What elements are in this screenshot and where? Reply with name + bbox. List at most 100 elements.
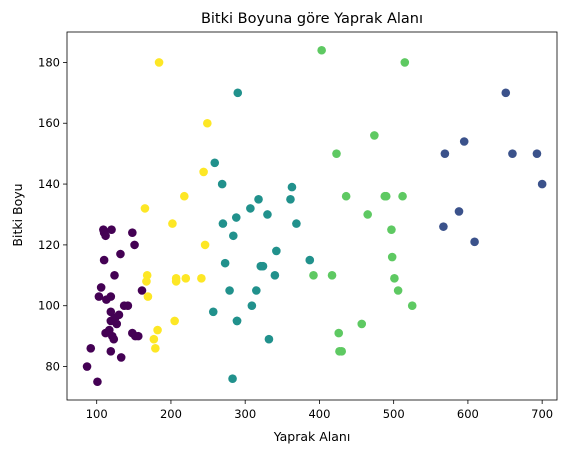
data-point [170, 316, 179, 326]
data-point [197, 274, 206, 283]
x-tick-label: 400 [308, 407, 330, 421]
data-point [128, 228, 137, 238]
data-point [130, 240, 139, 250]
data-point [263, 210, 272, 219]
data-point [210, 158, 220, 168]
data-point [208, 307, 218, 317]
x-tick-label: 200 [160, 407, 182, 421]
data-point [357, 319, 367, 329]
x-tick-label: 300 [234, 407, 256, 421]
data-point [393, 286, 403, 295]
data-point [143, 292, 153, 301]
data-point [82, 362, 92, 371]
data-point [96, 283, 106, 292]
data-point [537, 179, 547, 189]
data-point [286, 194, 295, 204]
data-point [334, 328, 344, 338]
y-tick-label: 180 [38, 55, 60, 69]
data-point [93, 377, 102, 387]
x-tick-label: 500 [383, 407, 405, 421]
data-point [232, 316, 242, 326]
data-point [532, 149, 542, 158]
data-point [133, 331, 143, 341]
data-point [247, 301, 257, 311]
data-point [137, 286, 147, 295]
data-point [86, 343, 96, 353]
data-point [154, 58, 164, 67]
data-points [82, 45, 547, 387]
data-point [400, 58, 410, 67]
data-point [203, 118, 212, 128]
data-point [229, 231, 238, 241]
data-point [390, 274, 399, 283]
data-point [407, 301, 417, 311]
data-point [200, 240, 210, 250]
data-point [94, 292, 104, 301]
axis-ticks: 100 200 300 400 500 600 700 80 100 120 140 160 180 [38, 55, 553, 421]
data-point [327, 271, 337, 280]
data-point [501, 88, 511, 98]
data-point [110, 271, 119, 280]
data-point [116, 353, 126, 362]
data-point [123, 301, 133, 311]
data-point [387, 225, 396, 234]
data-point [309, 271, 318, 280]
plot-frame [66, 31, 558, 401]
data-point [149, 334, 159, 344]
x-tick-label: 600 [457, 407, 479, 421]
data-point [231, 213, 241, 222]
y-tick-label: 120 [38, 238, 60, 252]
data-point [305, 255, 315, 265]
data-point [440, 149, 450, 158]
data-point [153, 325, 162, 335]
data-point [317, 45, 326, 55]
data-point [225, 286, 234, 295]
data-point [181, 274, 191, 283]
data-point [381, 191, 391, 201]
data-point [142, 271, 152, 280]
x-tick-label: 100 [86, 407, 108, 421]
data-point [439, 222, 448, 231]
y-axis-label: Bitki Boyu [10, 183, 25, 246]
data-point [459, 137, 469, 146]
data-point [287, 182, 297, 192]
y-tick-label: 160 [38, 116, 60, 130]
data-point [106, 347, 116, 356]
data-point [258, 261, 268, 271]
data-point [272, 246, 281, 256]
data-point [254, 194, 263, 204]
y-tick-label: 140 [38, 177, 60, 191]
data-point [470, 237, 479, 247]
data-point [99, 255, 109, 265]
data-point [233, 88, 243, 98]
data-point [341, 191, 351, 201]
data-point [180, 191, 189, 201]
data-point [332, 149, 341, 158]
data-point [114, 310, 124, 320]
data-point [387, 252, 397, 262]
data-point [335, 347, 344, 356]
data-point [508, 149, 517, 158]
y-tick-label: 80 [45, 360, 60, 374]
data-point [168, 219, 177, 228]
chart-title: Bitki Boyuna göre Yaprak Alanı [201, 11, 423, 27]
data-point [228, 374, 237, 384]
data-point [171, 277, 181, 286]
data-point [116, 249, 125, 259]
data-point [140, 204, 150, 213]
data-point [107, 225, 116, 234]
data-point [217, 179, 227, 189]
x-axis-label: Yaprak Alanı [273, 429, 351, 444]
data-point [199, 167, 208, 177]
data-point [220, 258, 230, 268]
data-point [264, 334, 274, 344]
data-point [370, 131, 379, 140]
y-tick-label: 100 [38, 299, 60, 313]
data-point [112, 319, 122, 329]
data-point [363, 210, 372, 219]
data-point [218, 219, 228, 228]
data-point [106, 292, 116, 301]
data-point [292, 219, 301, 228]
